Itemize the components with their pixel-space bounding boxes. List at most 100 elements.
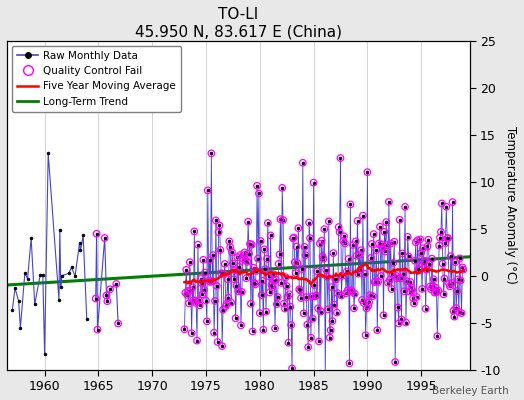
Point xyxy=(416,236,424,243)
Point xyxy=(370,279,379,285)
Point xyxy=(353,252,361,259)
Point xyxy=(366,292,374,298)
Point xyxy=(335,229,344,235)
Point xyxy=(396,275,405,282)
Point xyxy=(326,327,335,333)
Point xyxy=(218,343,226,349)
Point xyxy=(332,276,340,282)
Point xyxy=(303,322,311,328)
Point xyxy=(194,242,202,248)
Point xyxy=(219,306,227,313)
Point xyxy=(421,258,429,264)
Point xyxy=(402,278,411,284)
Point xyxy=(407,284,416,290)
Point xyxy=(207,150,215,156)
Point xyxy=(359,300,368,306)
Point xyxy=(349,242,357,248)
Point xyxy=(325,334,334,341)
Point xyxy=(433,333,442,339)
Point xyxy=(343,287,352,294)
Point xyxy=(325,218,333,224)
Point xyxy=(182,267,190,273)
Point xyxy=(297,295,305,301)
Point xyxy=(252,268,260,274)
Point xyxy=(440,291,448,298)
Point xyxy=(320,226,329,232)
Point xyxy=(329,250,337,256)
Point xyxy=(344,256,353,262)
Point xyxy=(357,247,365,254)
Point xyxy=(184,288,192,294)
Point xyxy=(307,334,315,341)
Point xyxy=(247,300,255,307)
Point xyxy=(412,239,420,246)
Point xyxy=(446,253,455,259)
Point xyxy=(191,298,200,304)
Point xyxy=(390,238,398,245)
Point xyxy=(392,272,400,279)
Point xyxy=(382,219,390,225)
Point xyxy=(319,253,327,260)
Point xyxy=(309,180,318,186)
Point xyxy=(250,280,259,286)
Point xyxy=(195,302,204,308)
Point xyxy=(372,247,380,253)
Point xyxy=(249,264,258,271)
Point xyxy=(342,290,350,296)
Point xyxy=(266,232,275,239)
Point xyxy=(279,217,287,223)
Point xyxy=(194,297,203,304)
Point xyxy=(430,290,439,296)
Point xyxy=(386,277,394,283)
Point xyxy=(237,322,245,328)
Point xyxy=(449,308,457,314)
Point xyxy=(256,238,265,244)
Point xyxy=(400,288,408,294)
Point xyxy=(459,266,467,273)
Point xyxy=(430,276,438,282)
Point xyxy=(198,291,206,298)
Point xyxy=(265,273,273,280)
Point xyxy=(225,238,234,244)
Point xyxy=(458,264,466,271)
Point xyxy=(255,190,263,197)
Point xyxy=(278,185,287,191)
Point xyxy=(394,304,402,311)
Point xyxy=(224,295,233,301)
Point xyxy=(300,310,308,316)
Point xyxy=(447,280,456,286)
Point xyxy=(341,240,349,246)
Point xyxy=(203,318,211,324)
Point xyxy=(389,260,398,266)
Point xyxy=(308,293,316,300)
Point xyxy=(324,306,332,313)
Point xyxy=(206,279,215,285)
Point xyxy=(414,266,423,272)
Point xyxy=(445,281,453,287)
Point xyxy=(298,266,306,272)
Point xyxy=(263,256,271,262)
Point xyxy=(275,251,283,258)
Point xyxy=(347,287,355,294)
Point xyxy=(270,278,278,284)
Point xyxy=(405,253,413,260)
Point xyxy=(352,238,360,244)
Point xyxy=(363,169,372,175)
Point xyxy=(380,229,389,235)
Point xyxy=(451,259,460,265)
Point xyxy=(444,235,452,241)
Point xyxy=(425,260,433,267)
Point xyxy=(413,237,422,243)
Point xyxy=(228,249,236,256)
Point xyxy=(368,241,376,247)
Point xyxy=(304,344,312,350)
Point xyxy=(293,260,302,266)
Point xyxy=(291,259,299,266)
Point xyxy=(387,286,396,292)
Point xyxy=(412,294,421,300)
Point xyxy=(364,303,373,309)
Point xyxy=(311,293,320,300)
Point xyxy=(385,199,393,205)
Point xyxy=(216,247,224,253)
Point xyxy=(383,242,391,248)
